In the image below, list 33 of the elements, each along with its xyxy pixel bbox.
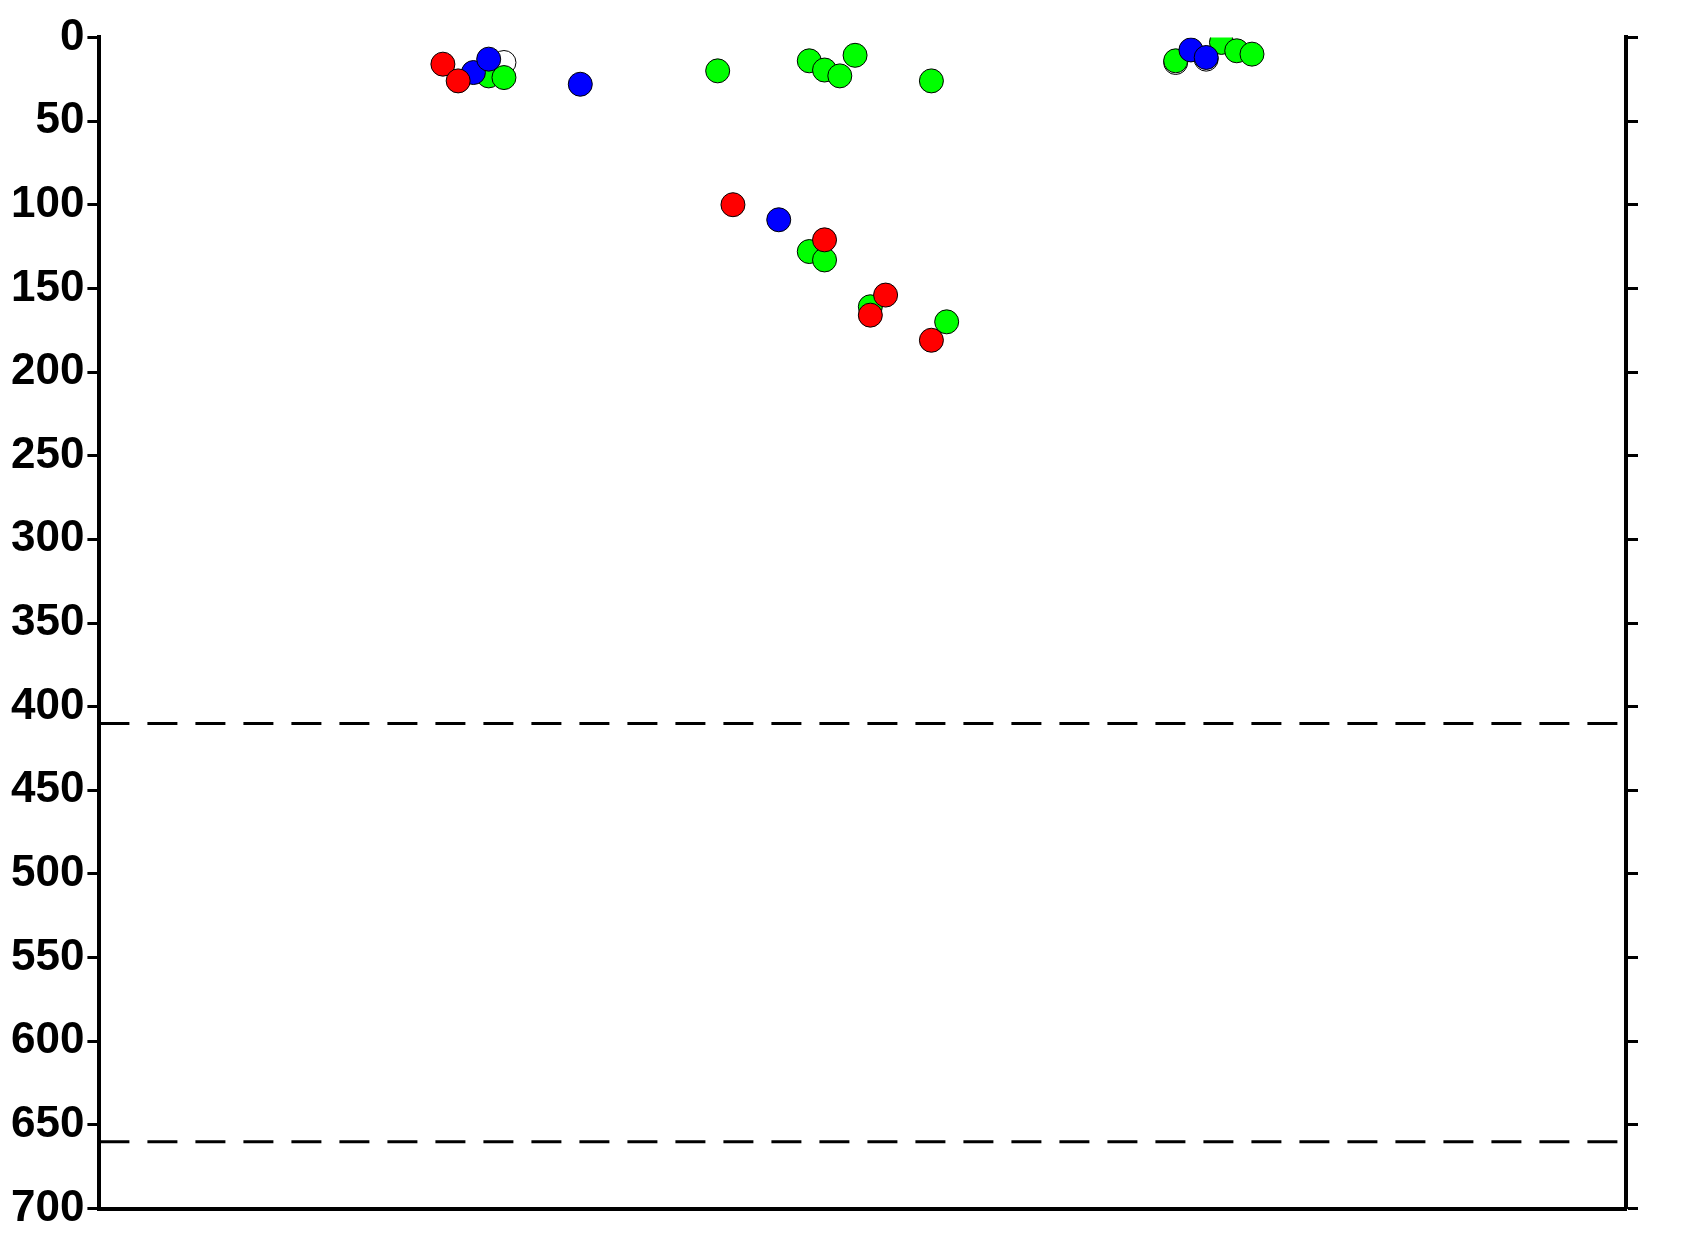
point [812, 247, 838, 273]
point [918, 327, 944, 353]
y-tick-label: 100 [10, 176, 85, 226]
y-tick-label: 250 [10, 427, 85, 477]
y-tick-label: 50 [35, 93, 85, 143]
point [857, 302, 883, 328]
point [1239, 41, 1265, 67]
point [934, 309, 960, 335]
y-tick-label: 550 [10, 929, 85, 979]
point [491, 65, 517, 91]
point [812, 227, 838, 253]
y-tick-label: 700 [10, 1180, 85, 1230]
point [476, 46, 502, 72]
point [705, 58, 731, 84]
point [873, 282, 899, 308]
point [720, 192, 746, 218]
y-tick-label: 150 [10, 260, 85, 310]
y-tick-label: 350 [10, 595, 85, 645]
y-tick-label: 650 [10, 1097, 85, 1147]
point [567, 71, 593, 97]
point [827, 63, 853, 89]
y-tick-label: 0 [59, 9, 85, 59]
y-tick-label: 300 [10, 511, 85, 561]
y-tick-label: 600 [10, 1013, 85, 1063]
point [766, 207, 792, 233]
point [918, 68, 944, 94]
point [430, 51, 456, 77]
point [842, 42, 868, 68]
y-tick-label: 200 [10, 344, 85, 394]
y-tick-label: 400 [10, 678, 85, 728]
y-tick-label: 500 [10, 846, 85, 896]
y-tick-label: 450 [10, 762, 85, 812]
point [445, 68, 471, 94]
